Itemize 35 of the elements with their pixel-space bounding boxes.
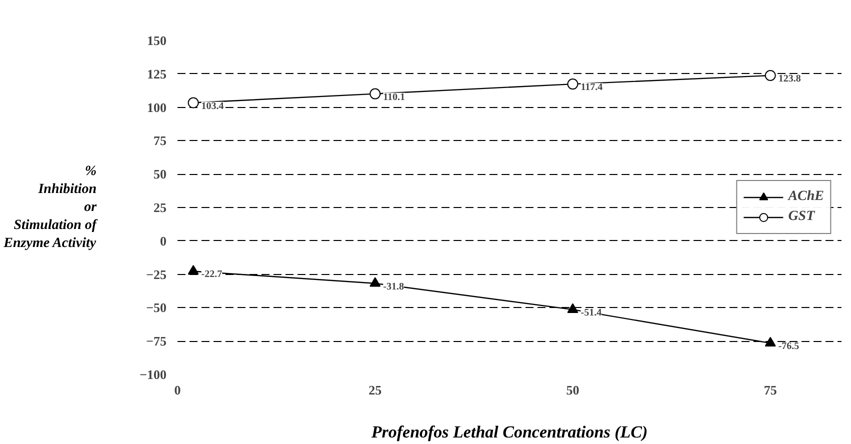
point [188, 264, 199, 275]
y-tick-label: −50 [146, 300, 167, 316]
y-tick-label: 150 [147, 33, 166, 48]
y-tick-label: 0 [160, 233, 166, 248]
x-axis-title: Profenofos Lethal Concentrations (LC) [370, 422, 648, 442]
data-label: -51.4 [580, 308, 602, 319]
y-tick-label: 125 [147, 66, 167, 82]
data-label: 110.1 [383, 92, 406, 103]
data-label: -31.8 [383, 281, 404, 292]
y-tick-label: 75 [154, 133, 167, 148]
point [370, 277, 381, 287]
point [764, 336, 776, 346]
legend-label: AChE [788, 189, 824, 205]
x-tick-label: 50 [566, 382, 580, 398]
y-tick-label: 50 [154, 166, 166, 182]
y-tick-label: −100 [140, 367, 167, 382]
legend-label: GST [788, 209, 815, 225]
x-tick-label: 25 [368, 382, 382, 398]
y-tick-label: 25 [154, 200, 167, 215]
y-tick-label: 100 [147, 100, 166, 115]
x-tick-label: 0 [174, 382, 181, 398]
data-label: -22.7 [201, 269, 222, 280]
data-label: -76.5 [778, 341, 800, 352]
point [764, 70, 776, 81]
point [370, 88, 381, 100]
y-tick-label: −25 [146, 266, 167, 282]
data-label: 103.4 [201, 100, 224, 112]
data-label: 117.4 [580, 82, 603, 94]
y-tick-label: −75 [146, 334, 167, 349]
x-tick-label: 75 [764, 382, 778, 398]
point [188, 97, 199, 108]
y-axis-title: % Inhibition or Stimulation of Enzyme Activity [2, 164, 98, 251]
point [567, 78, 578, 90]
point [567, 303, 578, 313]
data-label: 123.8 [778, 74, 801, 85]
